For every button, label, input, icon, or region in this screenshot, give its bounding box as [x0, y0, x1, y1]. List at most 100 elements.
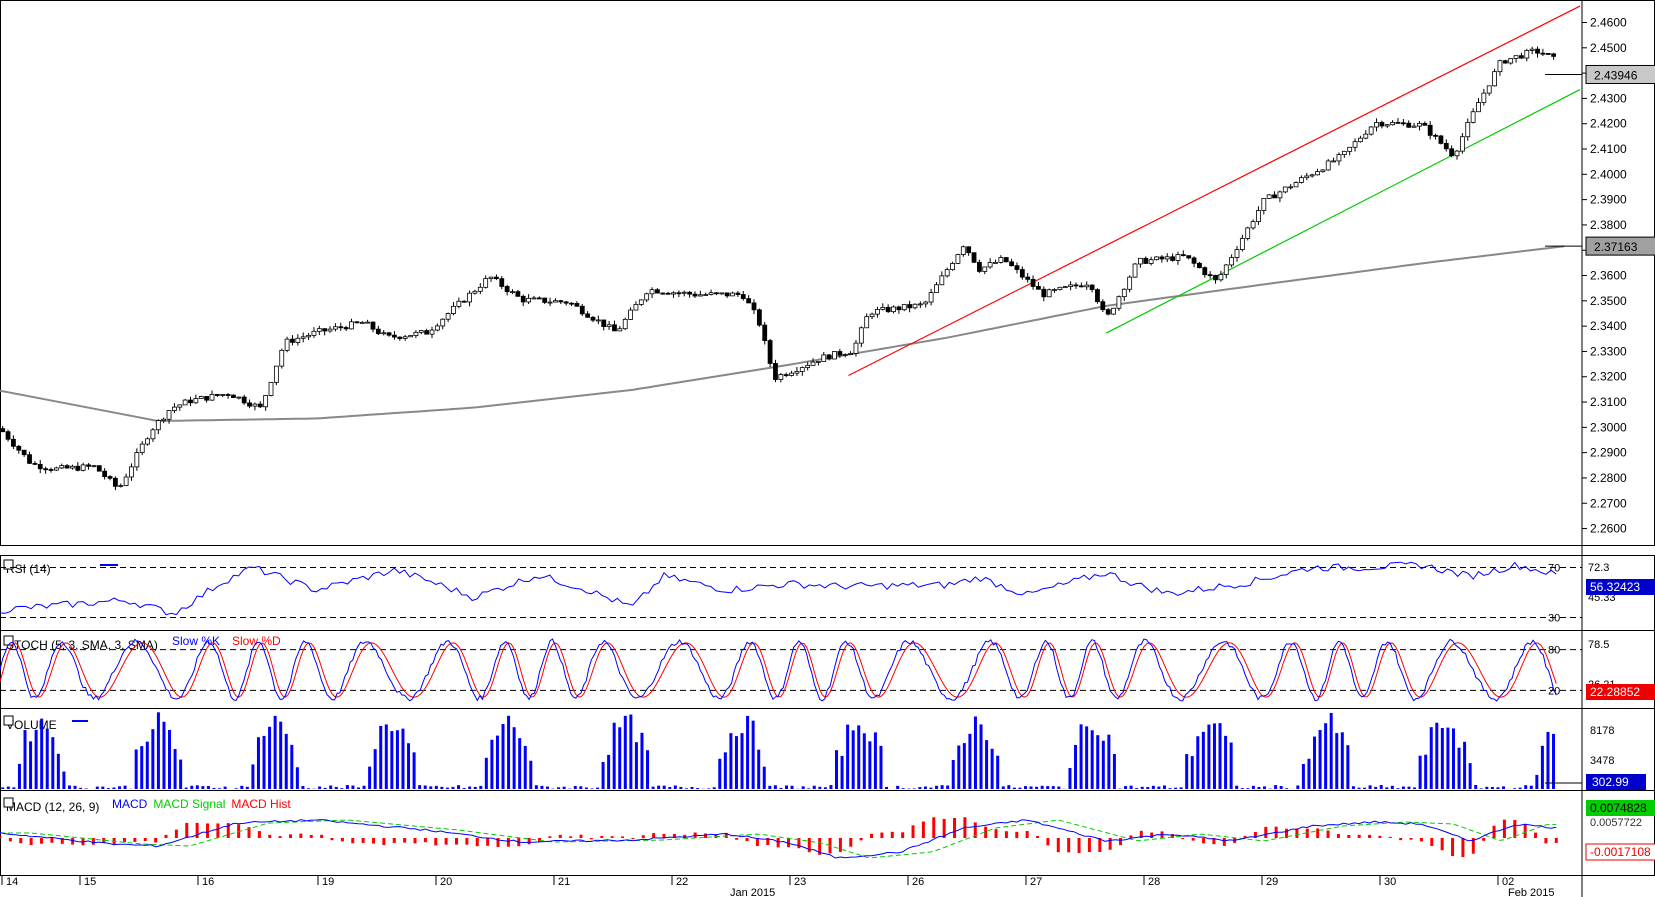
candle-body-up [1320, 169, 1326, 172]
candlestick [1202, 266, 1208, 278]
y-tick-label: 2.3800 [1590, 218, 1627, 232]
candlestick [880, 303, 886, 311]
volume-bar [1440, 728, 1444, 789]
volume-bar [1496, 787, 1500, 789]
macd-hist-bar [475, 838, 479, 847]
candlestick [1266, 194, 1272, 200]
macd-hist-bar [683, 834, 687, 838]
candle-body-up [1132, 263, 1138, 278]
volume-bar [1413, 787, 1417, 789]
candlestick [1502, 59, 1508, 64]
candlestick [799, 366, 805, 376]
candle-body-up [402, 336, 408, 339]
candle-body-up [445, 313, 451, 320]
x-tick-label: 22 [676, 876, 688, 888]
volume-title: VOLUME [6, 718, 57, 732]
volume-bar [629, 714, 633, 789]
candle-body-up [1411, 125, 1417, 128]
candlestick [1443, 139, 1449, 152]
volume-bar [290, 744, 294, 789]
volume-bar [1401, 786, 1405, 789]
candlestick [928, 288, 934, 306]
candle-body-up [483, 278, 489, 288]
candle-body-up [939, 275, 945, 286]
macd-hist-bar [1025, 831, 1029, 838]
candlestick [16, 445, 22, 454]
candle-body-up [316, 328, 322, 332]
volume-bar [1146, 786, 1150, 789]
candlestick [601, 319, 607, 331]
volume-bar [62, 771, 66, 789]
candle-body-down [48, 469, 54, 471]
volume-bar [1079, 724, 1083, 789]
candle-body-up [263, 395, 269, 408]
macd-hist-bar [226, 823, 230, 838]
candle-body-down [1545, 53, 1551, 55]
candle-body-down [1422, 122, 1428, 126]
candlestick [112, 476, 118, 491]
candle-body-down [585, 313, 591, 318]
candlestick [1218, 270, 1224, 282]
candlestick [1261, 198, 1267, 215]
volume-bar [1274, 785, 1278, 789]
candlestick [440, 318, 446, 330]
candle-body-down [687, 291, 693, 295]
volume-bar [134, 749, 138, 789]
candle-body-up [880, 306, 886, 310]
volume-bar [1513, 788, 1517, 789]
macd-hist-bar [849, 838, 853, 847]
candle-body-up [408, 335, 413, 338]
x-tick-label: 16 [202, 876, 214, 888]
candle-body-down [1207, 274, 1213, 277]
volume-bar [112, 787, 116, 789]
candlestick [284, 336, 290, 353]
candlestick [531, 295, 537, 300]
candle-body-up [1492, 71, 1497, 87]
candle-body-up [359, 322, 365, 324]
candle-body-up [858, 327, 864, 344]
volume-bar [751, 720, 755, 789]
volume-bar [607, 754, 611, 789]
candlestick [21, 449, 27, 457]
candlestick [751, 299, 757, 315]
volume-bar [1468, 763, 1472, 789]
volume-bar [1424, 754, 1428, 789]
candle-body-down [558, 300, 564, 303]
candlestick [279, 348, 285, 369]
volume-bar [612, 722, 616, 789]
candlestick [1347, 146, 1353, 156]
candlestick [1433, 133, 1438, 140]
candlestick [1148, 256, 1154, 266]
volume-bar [979, 724, 983, 789]
volume-bar [357, 787, 361, 789]
macd-hist-bar [621, 836, 625, 838]
candle-body-down [27, 454, 32, 464]
macd-hist-bar [890, 831, 894, 838]
candlestick [665, 291, 671, 295]
volume-bar [835, 750, 839, 789]
macd-hist-bar [1451, 838, 1455, 857]
candle-body-down [590, 316, 596, 321]
candlestick [934, 282, 939, 293]
macd-hist-bar [1326, 830, 1330, 838]
candlestick [912, 303, 918, 310]
macd-hist-bar [143, 838, 147, 842]
candle-body-down [542, 297, 548, 303]
candlestick [231, 394, 236, 398]
volume-bar [1190, 756, 1194, 789]
macd-hist-bar [1243, 835, 1247, 838]
volume-bar [996, 755, 1000, 789]
candle-body-down [424, 330, 430, 335]
volume-bar [1363, 787, 1367, 789]
y-tick-label: 2.4500 [1590, 41, 1627, 55]
candle-body-up [177, 404, 183, 408]
x-tick-label: 20 [440, 876, 452, 888]
candlestick [655, 288, 660, 294]
volume-bar [545, 786, 549, 789]
candlestick [1551, 52, 1557, 60]
macd-hist-bar [859, 838, 863, 841]
candlestick [832, 351, 837, 360]
volume-bar [729, 733, 733, 789]
volume-bar [151, 729, 155, 789]
candlestick [402, 334, 408, 341]
